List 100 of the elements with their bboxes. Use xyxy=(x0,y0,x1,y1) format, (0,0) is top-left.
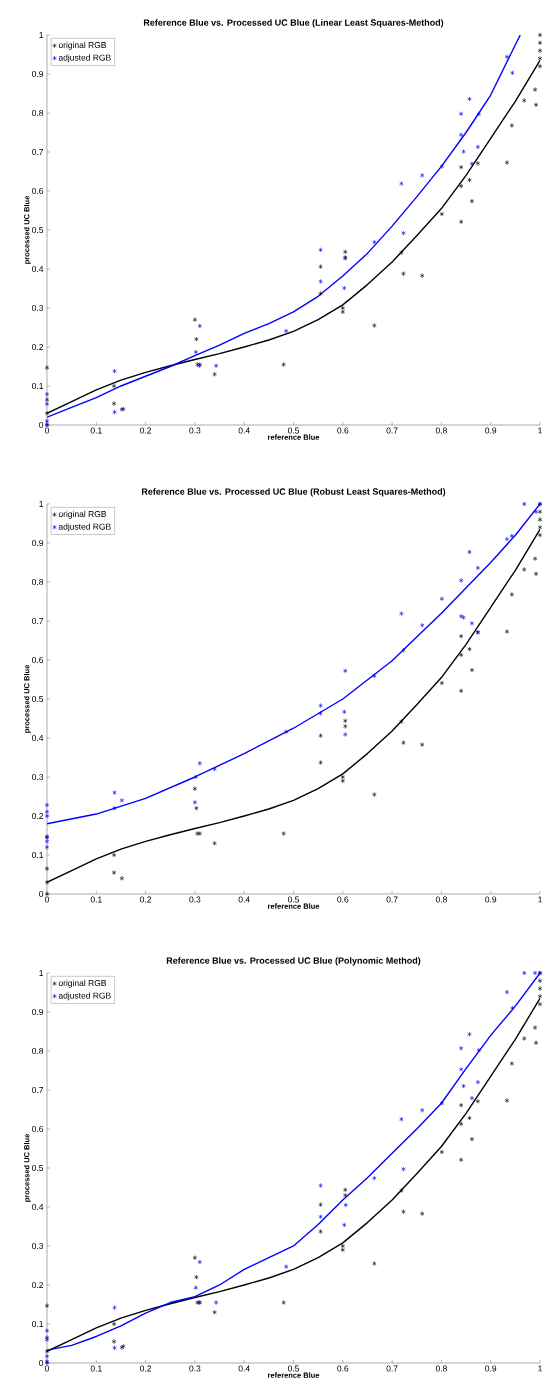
point xyxy=(372,239,377,245)
point xyxy=(420,1107,425,1113)
point xyxy=(399,250,404,256)
point xyxy=(343,718,348,724)
point xyxy=(401,271,406,277)
point xyxy=(342,709,347,715)
point xyxy=(537,978,543,984)
point xyxy=(459,183,464,189)
x-tick-label: 0.5 xyxy=(288,896,300,903)
point xyxy=(44,401,50,407)
point xyxy=(459,688,464,694)
point xyxy=(112,383,117,389)
point xyxy=(533,1025,538,1031)
point xyxy=(194,1274,199,1280)
point xyxy=(44,391,50,397)
point xyxy=(197,1259,203,1265)
point xyxy=(44,802,50,808)
point xyxy=(504,160,510,166)
point xyxy=(192,786,198,792)
point xyxy=(318,760,323,766)
point xyxy=(533,87,538,93)
x-tick-label: 0.4 xyxy=(238,427,250,434)
point xyxy=(318,1229,323,1235)
point xyxy=(399,181,404,187)
x-tick-label: 0.9 xyxy=(485,427,497,434)
y-tick-label: 0 xyxy=(39,891,44,897)
y-tick-label: 0.8 xyxy=(32,1048,44,1054)
y-tick-label: 0.3 xyxy=(32,1243,44,1249)
y-tick-label: 0.7 xyxy=(32,618,44,624)
point xyxy=(343,249,348,255)
y-tick-label: 0.2 xyxy=(32,1282,44,1288)
point xyxy=(459,652,464,658)
y-tick-label: 0.4 xyxy=(32,1204,44,1210)
y-tick-label: 0 xyxy=(39,1360,44,1366)
point xyxy=(44,813,50,819)
point xyxy=(340,1243,346,1249)
point xyxy=(193,774,199,780)
point xyxy=(318,1214,323,1220)
point xyxy=(192,1255,198,1261)
point xyxy=(212,766,217,772)
point xyxy=(420,742,425,748)
point xyxy=(509,533,515,539)
point xyxy=(537,40,543,46)
y-tick-label: 0.9 xyxy=(32,540,44,546)
point xyxy=(284,1264,289,1270)
point xyxy=(318,278,323,284)
point xyxy=(372,1261,377,1267)
point xyxy=(504,1098,510,1104)
point xyxy=(399,1188,404,1194)
point xyxy=(459,1045,464,1051)
point xyxy=(534,571,539,577)
legend-label: adjusted RGB xyxy=(58,992,111,1001)
x-tick-label: 0.7 xyxy=(386,896,398,903)
point xyxy=(119,875,125,881)
point xyxy=(420,273,425,279)
point xyxy=(459,132,464,138)
point xyxy=(537,1001,543,1007)
point xyxy=(459,164,464,170)
point xyxy=(284,328,289,334)
y-tick-label: 0.3 xyxy=(32,774,44,780)
point xyxy=(399,1116,404,1122)
point xyxy=(112,790,117,796)
x-tick-label: 1 xyxy=(538,1365,543,1372)
x-tick-label: 0.3 xyxy=(189,896,201,903)
point xyxy=(467,1031,472,1037)
y-tick-label: 0.1 xyxy=(32,383,44,389)
point xyxy=(44,397,50,403)
point xyxy=(212,840,217,846)
y-tick-label: 0.1 xyxy=(32,1321,44,1327)
point xyxy=(318,291,323,297)
y-tick-label: 0.7 xyxy=(32,1087,44,1093)
point xyxy=(194,336,199,342)
chart-title: Reference Blue vs. Processed UC Blue (Polynomic Method) xyxy=(167,957,421,966)
point xyxy=(372,792,377,798)
point xyxy=(459,1066,464,1072)
point xyxy=(197,323,203,329)
y-tick-label: 0.6 xyxy=(32,1126,44,1132)
y-tick-label: 0.6 xyxy=(32,188,44,194)
x-tick-label: 0.1 xyxy=(90,896,102,903)
point xyxy=(192,317,198,323)
x-tick-label: 0 xyxy=(45,896,50,903)
point xyxy=(281,831,286,837)
point xyxy=(343,723,348,729)
point xyxy=(401,647,406,653)
point xyxy=(509,591,515,597)
point xyxy=(537,509,543,515)
point xyxy=(509,1060,515,1066)
x-tick-label: 0.5 xyxy=(288,1365,300,1372)
point xyxy=(504,989,510,995)
point xyxy=(318,1202,323,1208)
point xyxy=(193,1285,199,1291)
point xyxy=(284,729,289,735)
point xyxy=(459,219,464,225)
x-tick-label: 0.2 xyxy=(140,427,152,434)
x-tick-label: 0 xyxy=(45,1365,50,1372)
y-tick-label: 0.4 xyxy=(32,735,44,741)
point xyxy=(504,629,510,635)
point xyxy=(44,838,50,844)
point xyxy=(318,710,323,716)
point xyxy=(318,264,323,270)
